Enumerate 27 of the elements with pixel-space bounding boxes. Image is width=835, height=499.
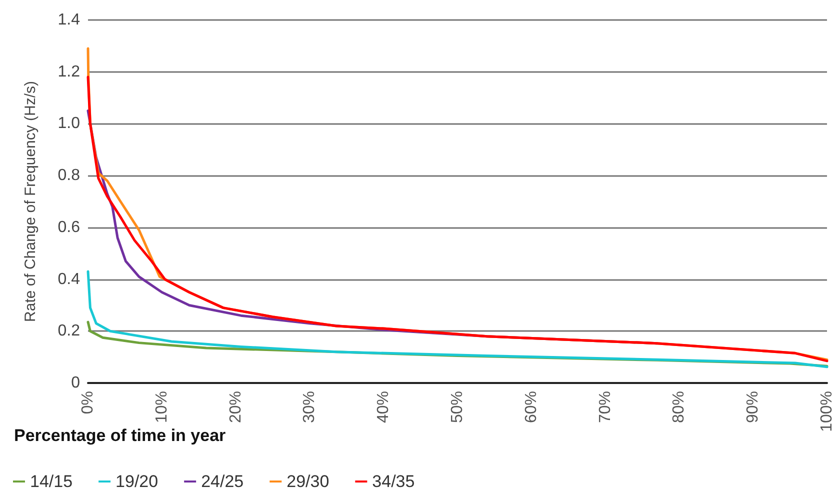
x-tick-label: 20% [227,391,244,424]
legend-label: 24/25 [201,472,244,491]
legend-label: 19/20 [116,472,158,491]
x-tick-label: 10% [153,391,170,424]
x-tick-label: 40% [375,391,392,424]
y-tick-label: 0.6 [58,218,80,236]
y-tick-label: 0.8 [58,167,80,184]
y-tick-label: 1.2 [58,63,80,80]
y-axis-title: Rate of Change of Frequency (Hz/s) [22,81,39,322]
legend-label: 29/30 [286,472,330,491]
y-tick-label: 1.0 [58,115,80,132]
x-tick-label: 30% [301,391,318,424]
x-axis-title: Percentage of time in year [14,426,226,445]
legend-label: 34/35 [372,472,415,491]
y-tick-label: 0.2 [58,322,80,340]
x-tick-label: 70% [596,391,614,424]
x-tick-label: 0% [80,391,96,414]
y-tick-label: 0.4 [58,270,80,288]
x-tick-label: 50% [449,391,466,424]
y-tick-label: 0 [71,374,80,392]
x-tick-label: 60% [522,391,540,424]
x-tick-label: 100% [818,391,835,432]
legend-label: 14/15 [30,472,73,491]
x-tick-label: 80% [670,391,688,424]
x-tick-label: 90% [744,391,762,424]
y-tick-label: 1.4 [58,12,80,28]
line-series [86,270,828,368]
